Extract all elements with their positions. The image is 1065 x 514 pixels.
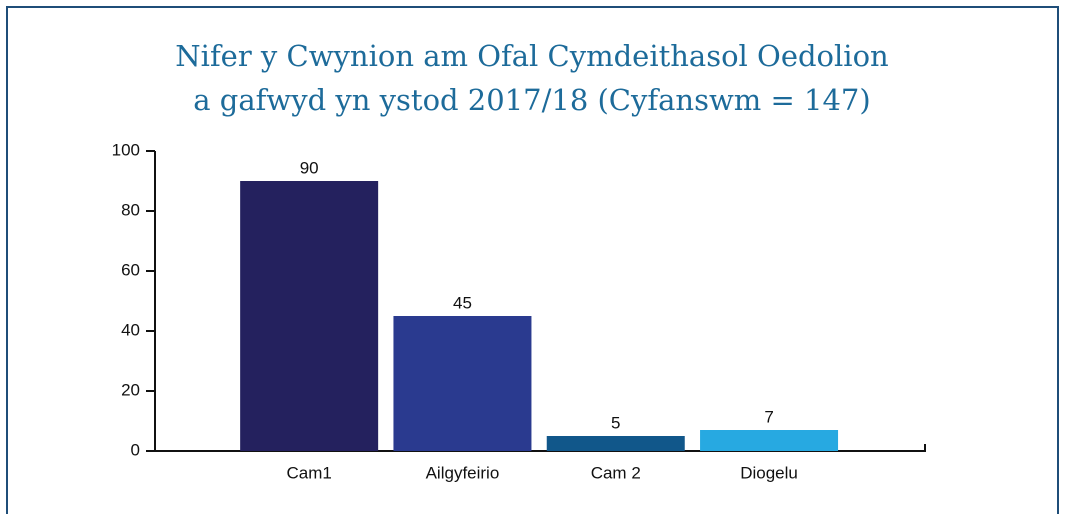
- y-tick-label: 60: [121, 260, 140, 279]
- bar: [393, 316, 532, 451]
- value-label: 45: [453, 293, 472, 312]
- y-tick-label: 40: [121, 320, 140, 339]
- x-tick-label: Cam1: [286, 463, 331, 482]
- frame: [6, 6, 1059, 514]
- y-tick-label: 80: [121, 200, 140, 219]
- value-label: 7: [764, 407, 773, 426]
- bar: [700, 430, 839, 451]
- x-tick-label: Cam 2: [591, 463, 641, 482]
- x-tick-label: Ailgyfeirio: [426, 463, 500, 482]
- value-label: 90: [300, 158, 319, 177]
- bar: [240, 181, 379, 451]
- y-tick-label: 0: [131, 440, 140, 459]
- chart-title: a gafwyd yn ystod 2017/18 (Cyfanswm = 14…: [193, 83, 870, 117]
- chart-title: Nifer y Cwynion am Ofal Cymdeithasol Oed…: [175, 39, 888, 73]
- y-tick-label: 20: [121, 380, 140, 399]
- bar: [546, 436, 685, 451]
- value-label: 5: [611, 413, 620, 432]
- y-tick-label: 100: [112, 140, 140, 159]
- x-tick-label: Diogelu: [740, 463, 798, 482]
